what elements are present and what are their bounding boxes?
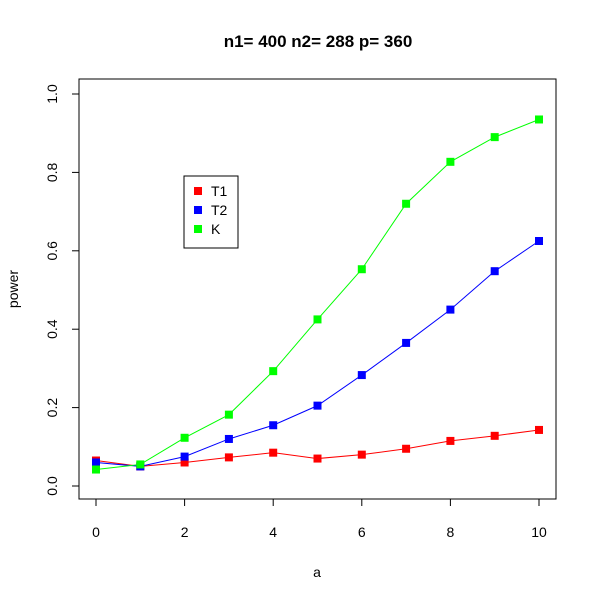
x-tick-label: 10 bbox=[531, 524, 547, 540]
legend: T1 T2 K bbox=[183, 175, 239, 249]
series-t1 bbox=[92, 425, 543, 471]
legend-marker bbox=[194, 206, 202, 214]
data-point bbox=[446, 436, 455, 445]
data-point bbox=[490, 133, 499, 142]
legend-box bbox=[183, 175, 239, 249]
data-point bbox=[313, 401, 322, 410]
y-tick-label: 1.0 bbox=[44, 84, 60, 104]
data-point bbox=[446, 305, 455, 314]
data-point bbox=[224, 410, 233, 419]
legend-label: T2 bbox=[211, 202, 228, 218]
data-point bbox=[446, 157, 455, 166]
data-point bbox=[402, 338, 411, 347]
data-point bbox=[180, 458, 189, 467]
series-t2 bbox=[92, 237, 543, 471]
data-point bbox=[136, 460, 145, 469]
x-axis: 0 2 4 6 8 10 bbox=[92, 498, 547, 540]
legend-label: K bbox=[211, 221, 221, 237]
data-point bbox=[357, 265, 366, 274]
x-tick-label: 4 bbox=[269, 524, 277, 540]
plot-frame bbox=[78, 78, 557, 500]
data-point bbox=[92, 465, 100, 474]
legend-label: T1 bbox=[211, 183, 228, 199]
data-point bbox=[313, 315, 322, 324]
series-line bbox=[95, 119, 540, 471]
data-point bbox=[224, 453, 233, 462]
x-tick-label: 2 bbox=[181, 524, 189, 540]
x-tick-label: 8 bbox=[447, 524, 455, 540]
data-point bbox=[92, 458, 100, 467]
data-point bbox=[269, 367, 278, 376]
y-tick-label: 0.0 bbox=[44, 476, 60, 496]
y-axis-label: power bbox=[5, 270, 21, 308]
y-axis: 0.0 0.2 0.4 0.6 0.8 1.0 bbox=[44, 84, 80, 496]
x-tick-label: 6 bbox=[358, 524, 366, 540]
series-line bbox=[95, 240, 540, 467]
data-point bbox=[224, 434, 233, 443]
legend-marker bbox=[194, 187, 202, 195]
data-point bbox=[402, 199, 411, 208]
legend-marker bbox=[194, 225, 202, 233]
y-tick-label: 0.6 bbox=[44, 241, 60, 261]
data-point bbox=[535, 425, 543, 434]
data-point bbox=[313, 454, 322, 463]
data-point bbox=[180, 452, 189, 461]
data-point bbox=[269, 448, 278, 457]
data-point bbox=[535, 237, 543, 245]
data-point bbox=[180, 433, 189, 442]
y-tick-label: 0.4 bbox=[44, 319, 60, 339]
data-point bbox=[490, 431, 499, 440]
data-point bbox=[357, 371, 366, 380]
x-tick-label: 0 bbox=[92, 524, 100, 540]
x-axis-label: a bbox=[313, 564, 321, 580]
series-k bbox=[92, 115, 543, 474]
data-point bbox=[490, 267, 499, 276]
data-point bbox=[269, 421, 278, 430]
data-point bbox=[357, 450, 366, 459]
series-layer bbox=[92, 115, 543, 474]
chart-title: n1= 400 n2= 288 p= 360 bbox=[224, 32, 413, 51]
data-point bbox=[402, 444, 411, 453]
y-tick-label: 0.8 bbox=[44, 162, 60, 182]
data-point bbox=[535, 115, 543, 124]
y-tick-label: 0.2 bbox=[44, 398, 60, 418]
